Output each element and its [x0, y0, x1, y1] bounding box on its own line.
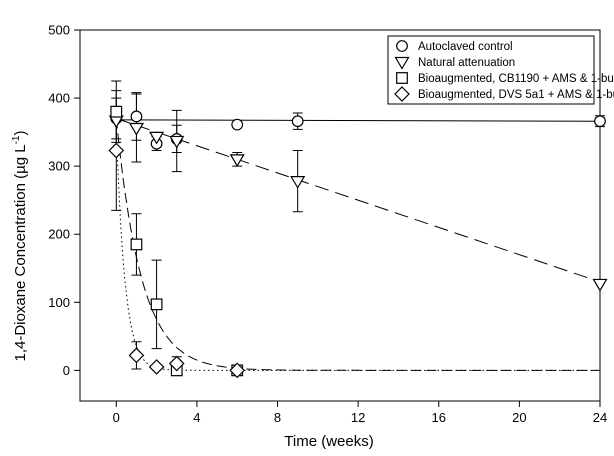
- legend-box: [387, 35, 595, 105]
- data-point-series-2: [128, 122, 144, 136]
- data-point-series-2: [169, 135, 185, 149]
- fit-line-series-4: [115, 128, 600, 371]
- data-point-series-1: [231, 118, 244, 131]
- fit-line-series-3: [115, 118, 600, 371]
- legend: Autoclaved control Natural attenuation Bio…: [387, 35, 614, 105]
- data-point-series-2: [229, 154, 245, 168]
- legend-label-series-2: Natural attenuation: [418, 57, 515, 69]
- data-point-series-3: [150, 298, 163, 311]
- data-point-series-1: [594, 115, 606, 128]
- data-markers: [108, 105, 608, 379]
- error-bars: [111, 80, 605, 375]
- data-point-series-4: [128, 347, 145, 364]
- x-tick-label: 16: [432, 410, 446, 425]
- data-point-series-3: [130, 238, 143, 251]
- x-tick-label: 8: [274, 410, 281, 425]
- x-tick-label: 12: [351, 410, 365, 425]
- fit-line-series-1: [116, 119, 601, 122]
- fit-line-series-2: [116, 118, 601, 283]
- axes: 0 4 8 12 16 20 24 0 100 200 300 400 500: [48, 23, 607, 426]
- data-point-series-2: [290, 176, 306, 189]
- x-tick-label: 0: [113, 410, 120, 425]
- x-tick-label: 4: [193, 410, 200, 425]
- data-point-series-4: [108, 142, 125, 159]
- legend-marker-series-2: [394, 56, 410, 70]
- y-axis-title-close: ): [12, 130, 29, 135]
- x-tick-label: 20: [512, 410, 526, 425]
- plot-frame: [79, 29, 601, 402]
- data-point-series-4: [229, 362, 246, 379]
- x-axis-title: Time (weeks): [284, 433, 373, 450]
- legend-label-series-4: Bioaugmented, DVS 5a1 + AMS & 1-butanol: [418, 89, 614, 101]
- y-tick-label: 0: [63, 363, 70, 378]
- legend-marker-series-4: [394, 86, 410, 102]
- y-tick-label: 300: [48, 159, 70, 174]
- legend-marker-series-1: [396, 40, 408, 52]
- data-point-series-2: [592, 278, 608, 292]
- data-point-series-2: [149, 131, 165, 145]
- data-point-series-3: [110, 105, 123, 118]
- y-tick-label: 100: [48, 295, 70, 310]
- y-tick-label: 500: [48, 23, 70, 38]
- data-point-series-4: [168, 355, 185, 372]
- x-tick-label: 24: [593, 410, 607, 425]
- fit-lines: [115, 118, 601, 371]
- data-point-series-1: [291, 115, 304, 128]
- legend-label-series-1: Autoclaved control: [418, 41, 513, 53]
- legend-marker-series-3: [396, 72, 408, 84]
- y-axis-title-main: 1,4-Dioxane Concentration (µg L: [12, 144, 29, 361]
- y-tick-label: 400: [48, 91, 70, 106]
- legend-label-series-3: Bioaugmented, CB1190 + AMS & 1-butanol: [418, 73, 614, 85]
- y-tick-label: 200: [48, 227, 70, 242]
- data-point-series-4: [148, 359, 165, 375]
- y-axis-title: 1,4-Dioxane Concentration (µg L-1): [11, 130, 29, 361]
- data-point-series-1: [130, 110, 143, 123]
- y-axis-title-superscript: -1: [11, 135, 22, 144]
